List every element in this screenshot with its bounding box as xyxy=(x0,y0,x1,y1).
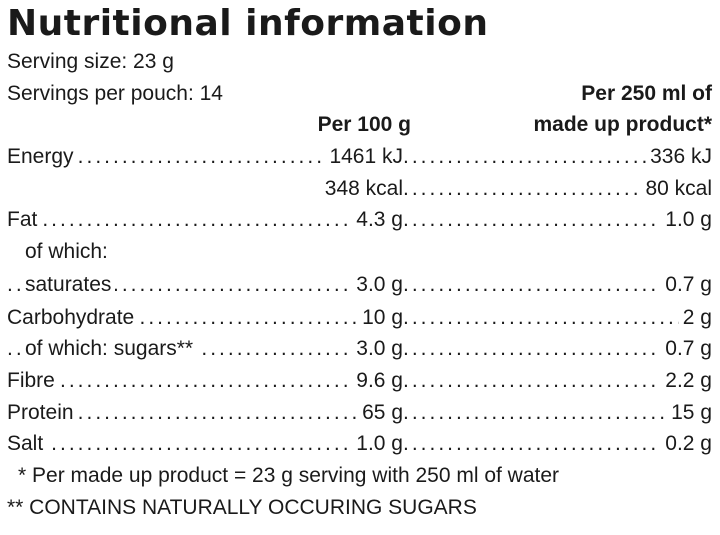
dot-leader: ........................................… xyxy=(403,306,708,329)
nutrient-label: Fibre xyxy=(7,365,59,397)
nutrient-row-fat: ........................................… xyxy=(7,204,712,236)
value-per-100g: 348 kcal xyxy=(320,173,403,205)
dot-leader: ........................................… xyxy=(7,401,403,424)
dot-leader: ........................................… xyxy=(7,208,403,231)
dot-leader: ........................................… xyxy=(403,401,708,424)
value-per-100g: 3.0 g xyxy=(352,333,403,365)
dot-leader: ........................................… xyxy=(403,208,708,231)
nutrient-row-carbohydrate: ........................................… xyxy=(7,302,712,334)
value-per-250ml: 80 kcal xyxy=(641,173,712,205)
nutrient-row-fibre: ........................................… xyxy=(7,365,712,397)
value-per-100g: 4.3 g xyxy=(352,204,403,236)
nutrient-row-energy-kcal: ........................................… xyxy=(7,173,712,205)
value-per-250ml: 336 kJ xyxy=(646,141,712,173)
servings-per-pouch: Servings per pouch: 14 xyxy=(7,82,223,105)
value-per-250ml: 2.2 g xyxy=(661,365,712,397)
dot-leader: ........................................… xyxy=(403,273,708,296)
nutrient-row-of-which: of which: xyxy=(7,236,712,268)
nutrient-label: saturates xyxy=(25,269,116,301)
nutrient-label: Protein xyxy=(7,397,78,429)
value-per-250ml: 0.7 g xyxy=(661,269,712,301)
column-header-per-100g: Per 100 g xyxy=(317,113,411,136)
nutrient-row-sugars: ........................................… xyxy=(7,333,712,365)
nutrient-label: of which: sugars** xyxy=(25,333,198,365)
nutrient-label: Fat xyxy=(7,204,42,236)
value-per-250ml: 1.0 g xyxy=(661,204,712,236)
value-per-250ml: 0.7 g xyxy=(661,333,712,365)
nutrient-row-saturates: ........................................… xyxy=(7,269,712,301)
nutrient-row-salt: ........................................… xyxy=(7,428,712,460)
value-per-100g: 65 g xyxy=(358,397,403,429)
dot-leader: ........................................… xyxy=(403,337,708,360)
dot-leader: ........................................… xyxy=(7,432,403,455)
serving-size: Serving size: 23 g xyxy=(7,50,174,73)
footnote-single-asterisk: * Per made up product = 23 g serving wit… xyxy=(18,464,560,487)
dot-leader: ........................................… xyxy=(7,145,403,168)
column-header-per-250ml-line1: Per 250 ml of xyxy=(581,82,712,105)
nutrient-label: of which: xyxy=(25,236,112,268)
dot-leader: ........................................… xyxy=(403,432,708,455)
value-per-100g: 10 g xyxy=(358,302,403,334)
nutrient-row-protein: ........................................… xyxy=(7,397,712,429)
value-per-100g: 1461 kJ xyxy=(325,141,403,173)
dot-leader: ........................................… xyxy=(403,145,708,168)
column-header-per-250ml-line2: made up product* xyxy=(533,113,712,136)
footnote-double-asterisk: ** CONTAINS NATURALLY OCCURING SUGARS xyxy=(7,496,477,519)
nutrient-label: Carbohydrate xyxy=(7,302,139,334)
value-per-250ml: 15 g xyxy=(667,397,712,429)
dot-leader: ........................................… xyxy=(7,369,403,392)
dot-leader: ........................................… xyxy=(403,369,708,392)
dot-leader: ........................................… xyxy=(403,177,708,200)
value-per-250ml: 0.2 g xyxy=(661,428,712,460)
nutrient-label: Energy xyxy=(7,141,78,173)
page-title: Nutritional information xyxy=(7,3,489,44)
nutrient-row-energy-kj: ........................................… xyxy=(7,141,712,173)
value-per-100g: 9.6 g xyxy=(352,365,403,397)
value-per-250ml: 2 g xyxy=(678,302,712,334)
value-per-100g: 3.0 g xyxy=(352,269,403,301)
nutrient-label: Salt xyxy=(7,428,48,460)
value-per-100g: 1.0 g xyxy=(352,428,403,460)
